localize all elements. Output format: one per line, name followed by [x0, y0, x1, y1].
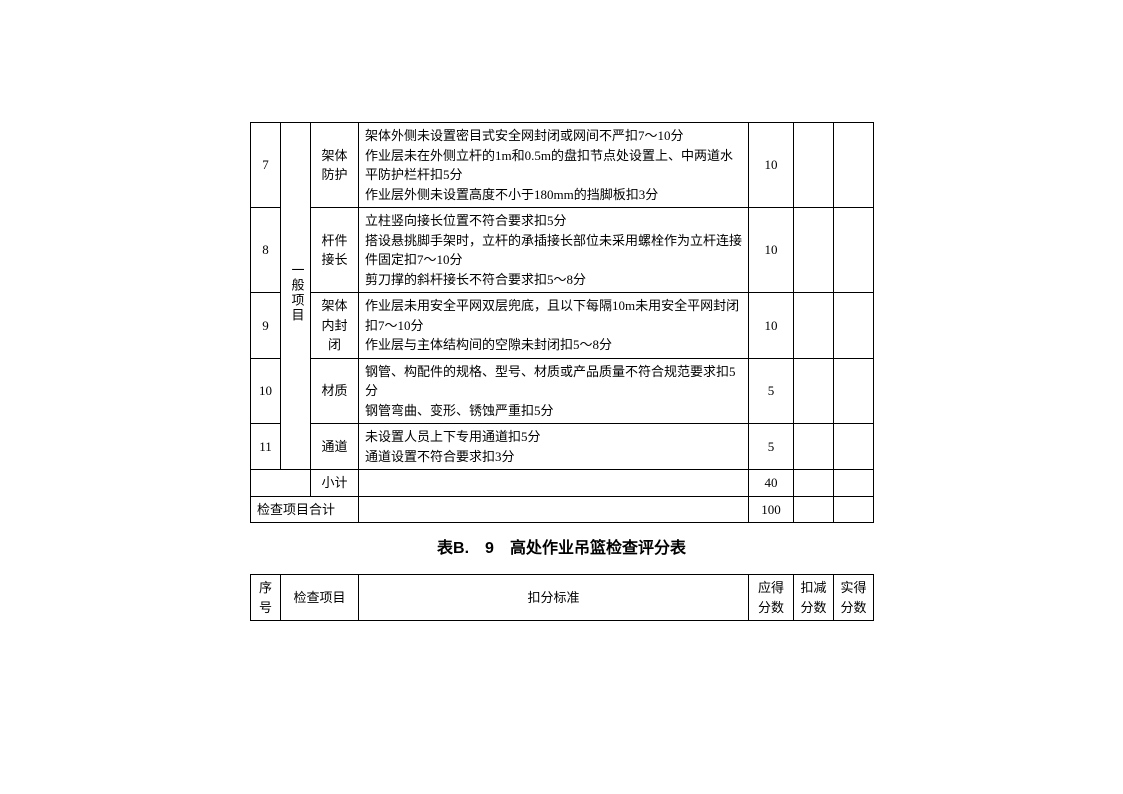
row-seq: 9	[251, 293, 281, 359]
criteria-cell: 作业层未用安全平网双层兜底，且以下每隔10m未用安全平网封闭扣7～10分 作业层…	[359, 293, 749, 359]
total-label: 检查项目合计	[251, 496, 359, 523]
item-name: 杆件接长	[311, 208, 359, 293]
deduct-cell	[794, 358, 834, 424]
actual-cell	[834, 424, 874, 470]
subtotal-deduct	[794, 470, 834, 497]
criteria-cell: 未设置人员上下专用通道扣5分 通道设置不符合要求扣3分	[359, 424, 749, 470]
table-row: 10 材质 钢管、构配件的规格、型号、材质或产品质量不符合规范要求扣5分 钢管弯…	[251, 358, 874, 424]
table-row: 8 杆件接长 立柱竖向接长位置不符合要求扣5分 搭设悬挑脚手架时，立杆的承插接长…	[251, 208, 874, 293]
subtotal-actual	[834, 470, 874, 497]
criteria-cell: 架体外侧未设置密目式安全网封闭或网间不严扣7～10分 作业层未在外侧立杆的1m和…	[359, 123, 749, 208]
total-score: 100	[749, 496, 794, 523]
criteria-cell: 立柱竖向接长位置不符合要求扣5分 搭设悬挑脚手架时，立杆的承插接长部位未采用螺栓…	[359, 208, 749, 293]
item-name: 架体防护	[311, 123, 359, 208]
deduct-cell	[794, 293, 834, 359]
criteria-line: 通道设置不符合要求扣3分	[365, 447, 742, 467]
row-seq: 7	[251, 123, 281, 208]
criteria-line: 作业层外侧未设置高度不小于180mm的挡脚板扣3分	[365, 185, 742, 205]
total-criteria	[359, 496, 749, 523]
criteria-line: 钢管弯曲、变形、锈蚀严重扣5分	[365, 401, 742, 421]
total-row: 检查项目合计 100	[251, 496, 874, 523]
table-row: 11 通道 未设置人员上下专用通道扣5分 通道设置不符合要求扣3分 5	[251, 424, 874, 470]
actual-cell	[834, 123, 874, 208]
actual-cell	[834, 293, 874, 359]
criteria-line: 钢管、构配件的规格、型号、材质或产品质量不符合规范要求扣5分	[365, 362, 742, 401]
actual-cell	[834, 208, 874, 293]
header-item: 检查项目	[281, 575, 359, 621]
header-actual: 实得分数	[834, 575, 874, 621]
inspection-table-2: 序号 检查项目 扣分标准 应得分数 扣减分数 实得分数	[250, 574, 874, 621]
item-name: 通道	[311, 424, 359, 470]
criteria-line: 作业层未在外侧立杆的1m和0.5m的盘扣节点处设置上、中两道水平防护栏杆扣5分	[365, 146, 742, 185]
row-seq: 11	[251, 424, 281, 470]
deduct-cell	[794, 208, 834, 293]
subtotal-criteria	[359, 470, 749, 497]
criteria-line: 作业层与主体结构间的空隙未封闭扣5～8分	[365, 335, 742, 355]
inspection-table-1: 7 一般项目 架体防护 架体外侧未设置密目式安全网封闭或网间不严扣7～10分 作…	[250, 122, 874, 523]
deduct-cell	[794, 123, 834, 208]
criteria-line: 搭设悬挑脚手架时，立杆的承插接长部位未采用螺栓作为立杆连接件固定扣7～10分	[365, 231, 742, 270]
score-cell: 5	[749, 424, 794, 470]
category-label: 一般项目	[287, 263, 307, 323]
score-cell: 10	[749, 293, 794, 359]
table-header-row: 序号 检查项目 扣分标准 应得分数 扣减分数 实得分数	[251, 575, 874, 621]
score-cell: 5	[749, 358, 794, 424]
subtotal-row: 小计 40	[251, 470, 874, 497]
criteria-line: 剪刀撑的斜杆接长不符合要求扣5～8分	[365, 270, 742, 290]
criteria-line: 作业层未用安全平网双层兜底，且以下每隔10m未用安全平网封闭扣7～10分	[365, 296, 742, 335]
table-row: 7 一般项目 架体防护 架体外侧未设置密目式安全网封闭或网间不严扣7～10分 作…	[251, 123, 874, 208]
header-deduct: 扣减分数	[794, 575, 834, 621]
score-cell: 10	[749, 208, 794, 293]
subtotal-score: 40	[749, 470, 794, 497]
row-seq: 10	[251, 358, 281, 424]
total-actual	[834, 496, 874, 523]
row-seq: 8	[251, 208, 281, 293]
deduct-cell	[794, 424, 834, 470]
score-cell: 10	[749, 123, 794, 208]
total-deduct	[794, 496, 834, 523]
criteria-line: 立柱竖向接长位置不符合要求扣5分	[365, 211, 742, 231]
table-row: 9 架体内封闭 作业层未用安全平网双层兜底，且以下每隔10m未用安全平网封闭扣7…	[251, 293, 874, 359]
header-seq: 序号	[251, 575, 281, 621]
actual-cell	[834, 358, 874, 424]
item-name: 材质	[311, 358, 359, 424]
subtotal-seq	[251, 470, 311, 497]
item-name: 架体内封闭	[311, 293, 359, 359]
category-cell: 一般项目	[281, 123, 311, 470]
criteria-line: 架体外侧未设置密目式安全网封闭或网间不严扣7～10分	[365, 126, 742, 146]
subtotal-label: 小计	[311, 470, 359, 497]
criteria-cell: 钢管、构配件的规格、型号、材质或产品质量不符合规范要求扣5分 钢管弯曲、变形、锈…	[359, 358, 749, 424]
table2-title: 表B. 9 高处作业吊篮检查评分表	[250, 534, 873, 558]
header-score: 应得分数	[749, 575, 794, 621]
header-criteria: 扣分标准	[359, 575, 749, 621]
criteria-line: 未设置人员上下专用通道扣5分	[365, 427, 742, 447]
